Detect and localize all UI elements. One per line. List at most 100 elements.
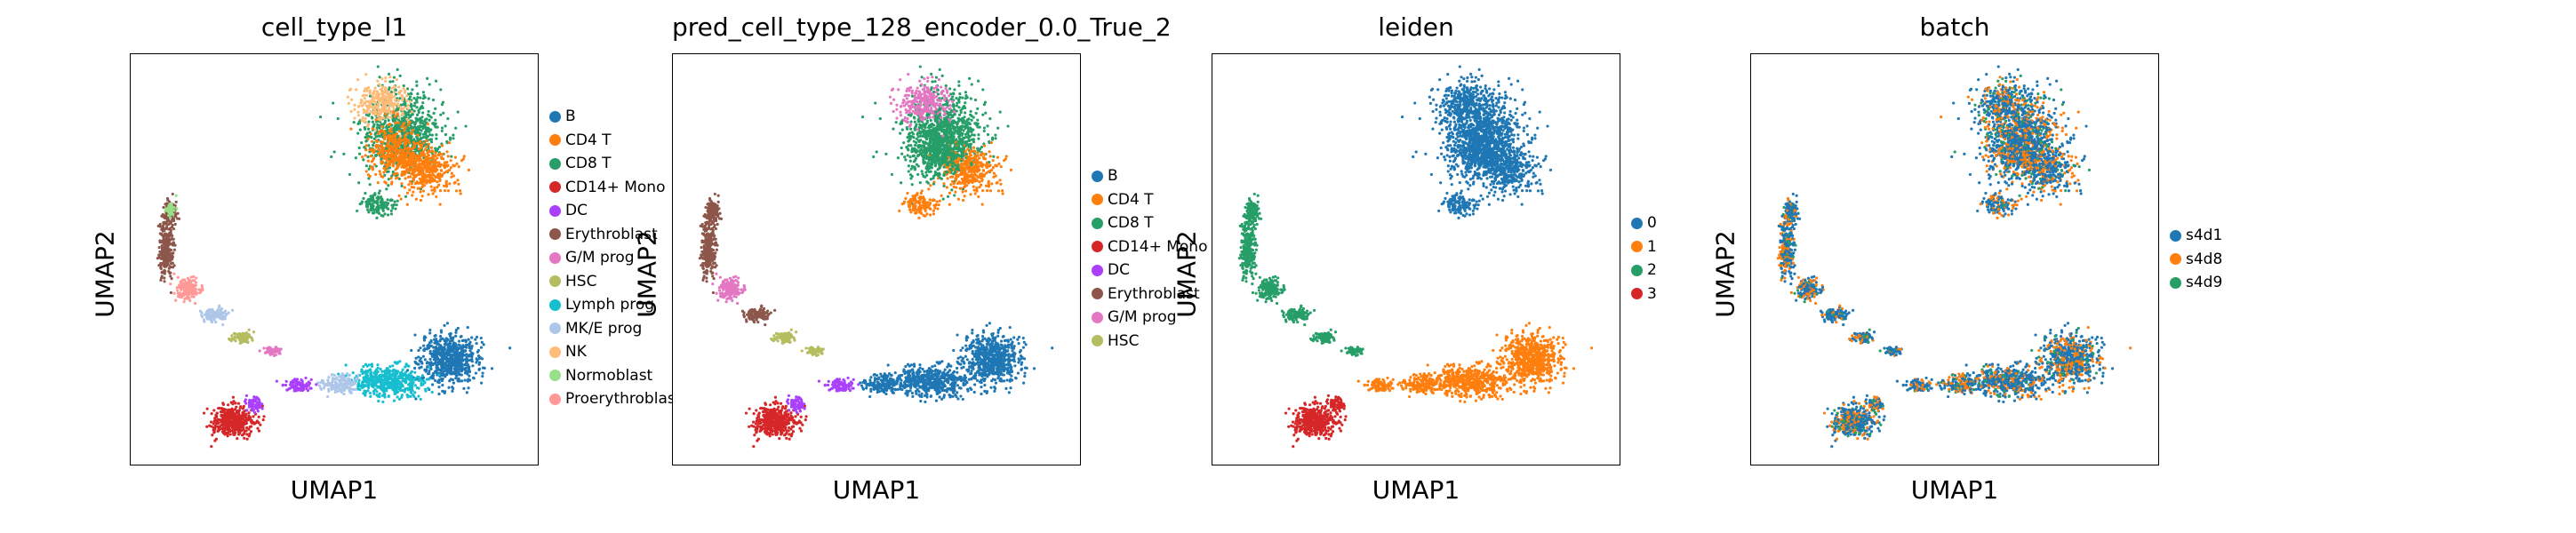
data-point <box>231 426 235 429</box>
data-point <box>236 428 239 432</box>
data-point <box>377 191 380 195</box>
data-point <box>365 376 369 379</box>
data-point <box>357 146 361 150</box>
data-point <box>412 138 416 141</box>
data-point <box>460 353 463 356</box>
data-point <box>444 132 448 137</box>
data-point <box>380 123 384 126</box>
data-point <box>380 370 384 373</box>
data-point <box>404 101 407 105</box>
data-point <box>372 156 375 161</box>
data-point <box>383 119 388 123</box>
data-point <box>213 417 217 420</box>
data-point <box>236 409 240 412</box>
data-point <box>284 383 288 387</box>
data-point <box>367 203 371 206</box>
data-point <box>169 216 172 219</box>
data-point <box>433 370 436 374</box>
data-point <box>366 155 370 159</box>
data-point <box>169 228 172 233</box>
data-point <box>338 389 341 393</box>
data-point <box>413 370 417 374</box>
data-point <box>295 378 300 381</box>
data-point <box>368 183 372 187</box>
data-point <box>169 212 172 217</box>
data-point <box>409 115 412 119</box>
data-point <box>415 386 420 390</box>
data-point <box>455 346 459 350</box>
data-point <box>261 418 265 422</box>
data-point <box>430 390 434 394</box>
data-point <box>236 419 240 424</box>
data-point <box>410 185 413 189</box>
data-point <box>372 148 376 152</box>
data-point <box>460 350 464 354</box>
data-point <box>158 250 162 253</box>
data-point <box>400 173 404 178</box>
data-point <box>252 420 255 425</box>
data-point <box>358 128 362 131</box>
data-point <box>238 426 242 430</box>
data-point <box>481 371 484 375</box>
data-point <box>425 170 428 174</box>
data-point <box>371 195 375 199</box>
data-point <box>193 301 197 306</box>
data-point <box>463 378 467 382</box>
data-point <box>376 363 380 367</box>
data-point <box>406 146 410 149</box>
data-point <box>380 213 383 218</box>
data-point <box>394 374 397 378</box>
data-point <box>386 99 389 104</box>
data-point <box>262 415 266 418</box>
data-point <box>382 156 386 161</box>
data-point <box>388 107 391 110</box>
data-point <box>429 115 433 119</box>
data-point <box>368 391 372 395</box>
data-point <box>237 415 241 418</box>
data-point <box>380 394 385 397</box>
data-point <box>405 94 409 98</box>
data-point <box>452 137 455 140</box>
data-point <box>428 366 431 370</box>
legend-label: CD4 T <box>565 131 612 149</box>
data-point <box>362 107 365 112</box>
data-point <box>247 427 251 431</box>
data-point <box>327 389 331 393</box>
data-point <box>198 309 203 313</box>
data-point <box>443 171 446 175</box>
data-point <box>427 386 430 390</box>
legend-label: Erythroblast <box>565 225 658 243</box>
data-point <box>944 84 948 88</box>
data-point <box>348 378 352 381</box>
data-point <box>251 409 254 412</box>
data-point <box>220 407 224 410</box>
data-point <box>386 198 389 202</box>
data-point <box>374 135 378 139</box>
data-point <box>444 185 448 188</box>
data-point <box>300 379 304 383</box>
data-point <box>168 227 172 230</box>
data-point <box>361 381 364 385</box>
data-point <box>438 339 442 343</box>
data-point <box>410 139 413 142</box>
data-point <box>379 381 383 385</box>
data-point <box>192 295 196 298</box>
data-point <box>173 222 177 227</box>
data-point <box>166 207 171 211</box>
data-point <box>450 364 453 368</box>
legend-swatch <box>549 370 561 382</box>
data-point <box>400 165 404 169</box>
data-point <box>955 104 958 107</box>
data-point <box>444 363 448 367</box>
data-point <box>236 402 241 405</box>
data-point <box>405 191 410 195</box>
data-point <box>436 156 439 160</box>
data-point <box>440 129 444 133</box>
data-point <box>211 434 214 437</box>
data-point <box>377 99 380 102</box>
data-point <box>172 219 176 223</box>
data-point <box>376 207 380 211</box>
data-point <box>390 147 395 150</box>
data-point <box>396 176 399 179</box>
data-point <box>372 140 376 145</box>
